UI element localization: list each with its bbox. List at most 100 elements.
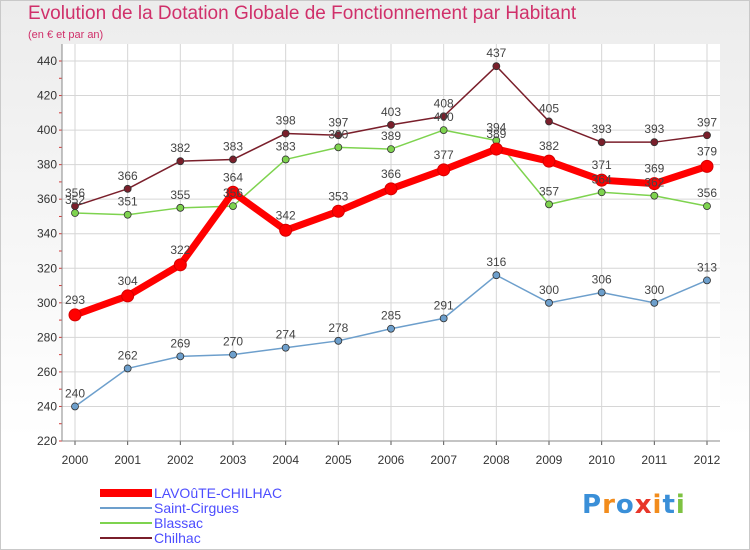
data-point (700, 159, 714, 173)
legend: LAVOûTE-CHILHACSaint-CirguesBlassacChilh… (100, 485, 282, 546)
data-label: 351 (118, 195, 138, 209)
data-label: 369 (644, 162, 664, 176)
data-point (387, 145, 395, 153)
y-tick-label: 240 (37, 399, 57, 413)
data-label: 285 (381, 309, 401, 323)
data-point (334, 131, 343, 140)
x-tick-label: 2002 (167, 453, 194, 467)
data-point (123, 210, 132, 219)
data-label: 383 (276, 139, 296, 153)
data-label: 382 (539, 139, 559, 153)
data-point (229, 350, 237, 359)
data-label: 300 (644, 283, 664, 297)
x-tick-label: 2012 (694, 453, 721, 467)
data-point (331, 204, 345, 218)
data-label: 356 (65, 186, 85, 200)
x-tick-label: 2003 (220, 453, 247, 467)
data-label: 366 (118, 169, 138, 183)
data-label: 293 (65, 293, 85, 307)
x-tick-label: 2009 (536, 453, 563, 467)
data-point (439, 126, 448, 134)
series-layer (68, 62, 714, 411)
data-label: 437 (486, 46, 506, 60)
data-point (439, 112, 448, 121)
data-label: 393 (644, 122, 664, 136)
data-point (650, 138, 659, 147)
data-point (437, 163, 451, 177)
data-label: 322 (170, 243, 190, 257)
y-tick-label: 340 (37, 227, 57, 241)
data-point (176, 352, 185, 361)
data-label: 405 (539, 101, 559, 115)
legend-label: Chilhac (154, 530, 201, 546)
data-point (387, 121, 395, 129)
data-point (597, 288, 606, 297)
data-label: 356 (697, 186, 717, 200)
data-label: 240 (65, 386, 85, 400)
data-point (123, 364, 132, 373)
x-tick-label: 2011 (641, 453, 667, 467)
data-label: 390 (328, 127, 348, 141)
y-tick-label: 320 (37, 261, 57, 275)
data-label: 313 (697, 260, 717, 274)
data-point (595, 173, 609, 187)
y-tick-label: 300 (37, 296, 57, 310)
data-point (176, 203, 185, 212)
x-tick-label: 2001 (114, 453, 141, 467)
data-point (384, 182, 398, 196)
x-tick-label: 2000 (62, 453, 89, 467)
data-label: 352 (65, 193, 85, 207)
axis-layer: 220 240 260 280 300 320 340 360 380 400 420 440 2000… (37, 44, 721, 467)
x-tick-label: 2004 (272, 453, 299, 467)
data-label: 291 (434, 298, 454, 312)
proxiti-logo: Proxiti (582, 490, 686, 520)
y-tick-label: 400 (37, 123, 57, 137)
data-point (650, 298, 659, 307)
y-tick-label: 260 (37, 365, 57, 379)
data-label: 274 (276, 328, 296, 342)
data-point (334, 143, 343, 152)
data-label: 371 (592, 158, 612, 172)
logo-letter: i (675, 490, 686, 520)
data-point (650, 191, 659, 200)
y-tick-label: 440 (37, 54, 57, 68)
data-label: 362 (644, 176, 664, 190)
data-point (597, 188, 606, 197)
data-point (281, 155, 290, 164)
data-label: 397 (697, 115, 717, 129)
data-label: 304 (118, 274, 138, 288)
logo-letter: x (634, 490, 653, 520)
data-label: 398 (276, 114, 296, 128)
data-point (492, 271, 501, 280)
y-tick-label: 380 (37, 158, 57, 172)
data-label: 342 (276, 208, 296, 222)
x-tick-label: 2007 (430, 453, 457, 467)
data-point (173, 258, 187, 272)
data-point (545, 298, 553, 307)
data-point (121, 289, 135, 303)
y-tick-label: 420 (37, 89, 57, 103)
data-label: 278 (328, 321, 348, 335)
legend-label: LAVOûTE-CHILHAC (154, 485, 282, 501)
data-point (703, 276, 711, 285)
data-label: 270 (223, 335, 243, 349)
data-label: 389 (381, 129, 401, 143)
data-point (71, 402, 79, 411)
data-point (123, 184, 132, 193)
data-label: 366 (381, 167, 401, 181)
x-tick-label: 2006 (378, 453, 405, 467)
data-point (279, 223, 293, 237)
data-point (542, 154, 556, 168)
y-tick-label: 360 (37, 192, 57, 206)
data-point (229, 155, 237, 164)
data-point (226, 185, 240, 199)
data-point (229, 202, 237, 210)
data-label: 382 (170, 141, 190, 155)
data-label: 379 (697, 144, 717, 158)
data-label: 353 (328, 189, 348, 203)
data-point (387, 324, 395, 333)
data-label: 355 (170, 188, 190, 202)
x-tick-label: 2008 (483, 453, 510, 467)
